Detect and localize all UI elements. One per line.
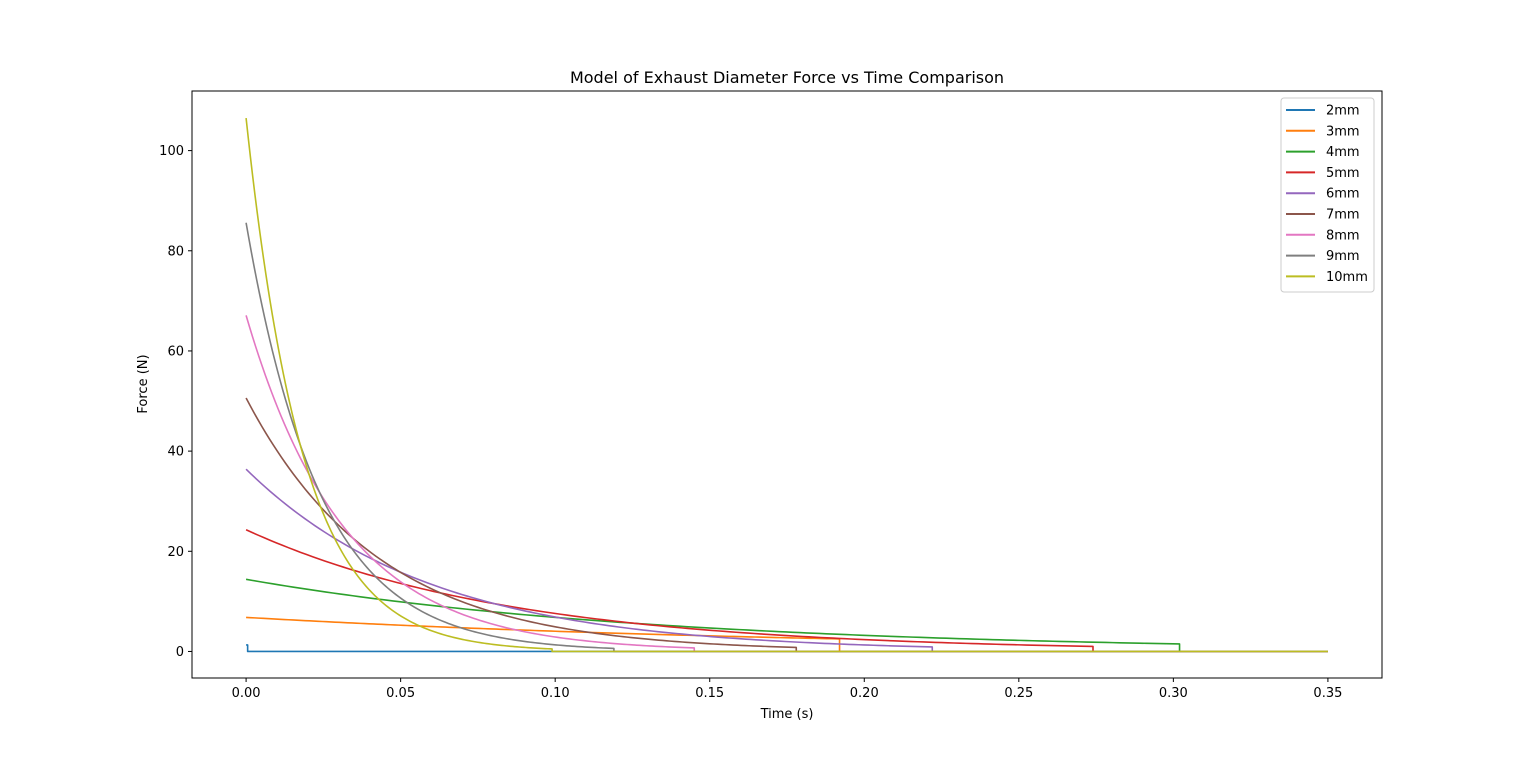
y-tick-label: 60: [167, 344, 184, 359]
legend-label-7mm: 7mm: [1326, 208, 1360, 223]
y-tick-label: 20: [167, 545, 184, 560]
chart-title: Model of Exhaust Diameter Force vs Time …: [570, 68, 1004, 87]
legend: 2mm 3mm 4mm 5mm 6mm 7mm 8mm 9mm 10mm: [1280, 97, 1375, 293]
x-tick-label: 0.35: [1313, 686, 1342, 701]
series-line-10mm: [245, 117, 1328, 653]
y-axis-ticks: 0 20 40 60 80 100: [159, 144, 192, 660]
legend-label-2mm: 2mm: [1326, 104, 1360, 119]
legend-label-8mm: 8mm: [1326, 228, 1360, 243]
y-axis-label: Force (N): [136, 354, 151, 413]
series-layer: [245, 117, 1328, 653]
series-line-4mm: [245, 578, 1328, 653]
x-tick-label: 0.00: [232, 686, 261, 701]
series-line-9mm: [245, 222, 1328, 653]
series-line-2mm: [245, 644, 1328, 653]
x-tick-label: 0.25: [1004, 686, 1033, 701]
y-tick-label: 0: [176, 645, 184, 660]
plot-frame: [191, 90, 1383, 679]
legend-label-3mm: 3mm: [1326, 124, 1360, 139]
legend-label-10mm: 10mm: [1326, 270, 1368, 285]
legend-box: [1280, 97, 1375, 293]
y-tick-label: 100: [159, 144, 184, 159]
x-axis-ticks: 0.00 0.05 0.10 0.15 0.20 0.25 0.30 0.35: [232, 678, 1342, 701]
legend-label-6mm: 6mm: [1326, 187, 1360, 202]
series-line-7mm: [245, 397, 1328, 653]
series-line-5mm: [245, 529, 1328, 653]
x-tick-label: 0.30: [1159, 686, 1188, 701]
y-tick-label: 40: [167, 445, 184, 460]
legend-label-4mm: 4mm: [1326, 145, 1360, 160]
legend-label-9mm: 9mm: [1326, 249, 1360, 264]
x-tick-label: 0.20: [850, 686, 879, 701]
x-tick-label: 0.05: [386, 686, 415, 701]
series-line-3mm: [246, 616, 1328, 653]
x-axis-label: Time (s): [760, 707, 814, 722]
x-tick-label: 0.10: [541, 686, 570, 701]
y-tick-label: 80: [167, 244, 184, 259]
x-tick-label: 0.15: [695, 686, 724, 701]
legend-label-5mm: 5mm: [1326, 166, 1360, 181]
series-line-6mm: [245, 468, 1328, 653]
